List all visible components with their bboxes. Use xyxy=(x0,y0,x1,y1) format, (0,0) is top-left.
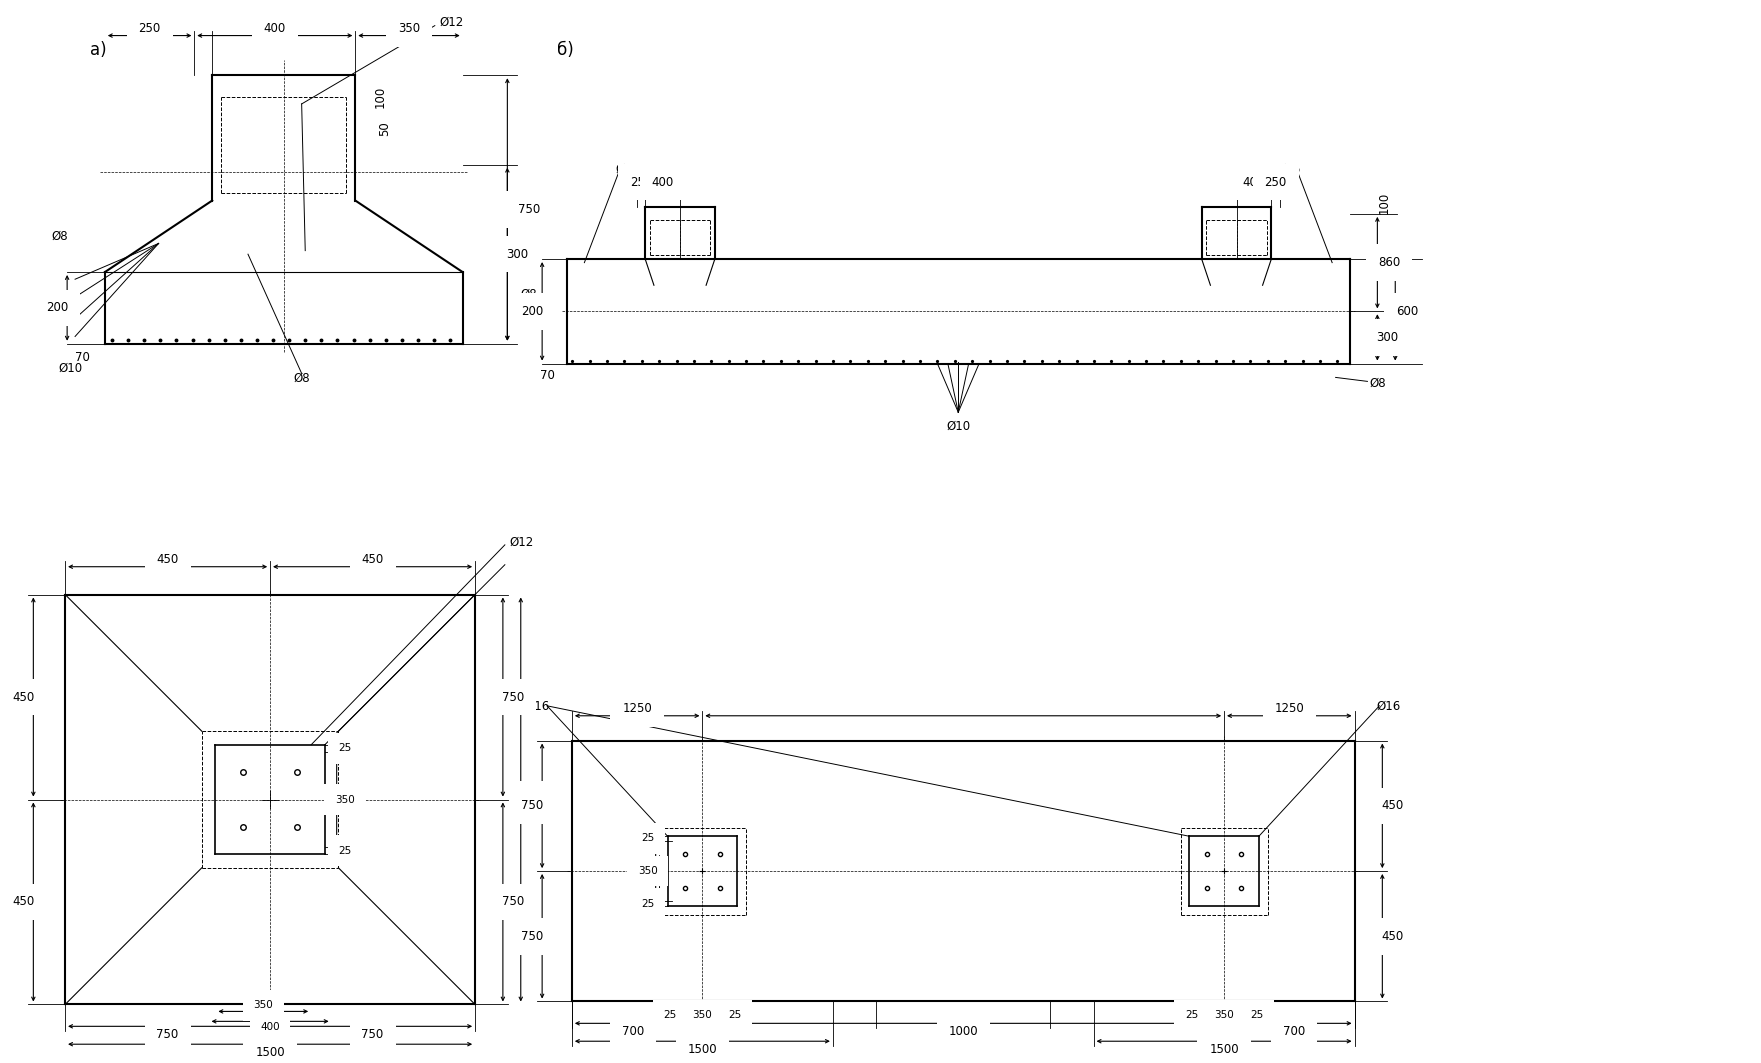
Text: 200: 200 xyxy=(46,301,69,315)
Text: 450: 450 xyxy=(12,691,35,704)
Text: Ø16: Ø16 xyxy=(616,163,639,175)
Text: 50: 50 xyxy=(379,121,391,136)
Text: 300: 300 xyxy=(505,248,528,260)
Text: 300: 300 xyxy=(1377,331,1398,344)
Text: 400: 400 xyxy=(1243,175,1264,188)
Text: 25: 25 xyxy=(664,1011,676,1020)
Text: 70: 70 xyxy=(541,369,555,382)
Text: 750: 750 xyxy=(521,799,544,812)
Text: 350: 350 xyxy=(637,866,657,876)
Text: 1250: 1250 xyxy=(1275,703,1305,715)
Text: Ø12: Ø12 xyxy=(511,536,534,549)
Text: 1500: 1500 xyxy=(255,1046,285,1059)
Text: 350: 350 xyxy=(335,794,354,805)
Text: 25: 25 xyxy=(1185,1011,1197,1020)
Text: 750: 750 xyxy=(518,203,541,216)
Text: 1500: 1500 xyxy=(1210,1043,1240,1056)
Text: Ø16: Ø16 xyxy=(1277,163,1301,175)
Text: 25: 25 xyxy=(338,846,350,856)
Text: 450: 450 xyxy=(1381,799,1404,812)
Text: 1000: 1000 xyxy=(949,1025,977,1037)
Text: 450: 450 xyxy=(361,553,384,567)
Text: 25: 25 xyxy=(729,1011,741,1020)
Text: 1500: 1500 xyxy=(687,1043,717,1056)
Text: 750: 750 xyxy=(521,930,544,943)
Text: Ø12: Ø12 xyxy=(440,16,465,29)
Text: 750: 750 xyxy=(502,895,525,909)
Text: Ø8: Ø8 xyxy=(51,230,69,242)
Text: Ø16: Ø16 xyxy=(527,699,549,712)
Text: 750: 750 xyxy=(361,1028,384,1041)
Text: Ø10: Ø10 xyxy=(58,362,83,375)
Text: 25: 25 xyxy=(641,833,655,843)
Text: Ø8: Ø8 xyxy=(294,372,310,385)
Text: Ø8: Ø8 xyxy=(521,287,537,301)
Text: 350: 350 xyxy=(1213,1011,1234,1020)
Text: 350: 350 xyxy=(398,22,421,35)
Text: 250: 250 xyxy=(1264,175,1287,188)
Text: 25: 25 xyxy=(641,898,655,909)
Text: 450: 450 xyxy=(12,895,35,909)
Text: Ø10: Ø10 xyxy=(946,420,970,433)
Text: 25: 25 xyxy=(338,743,350,754)
Text: 25: 25 xyxy=(1250,1011,1263,1020)
Text: 100: 100 xyxy=(1377,191,1391,214)
Text: 750: 750 xyxy=(157,1028,180,1041)
Text: 600: 600 xyxy=(1396,305,1418,318)
Text: 200: 200 xyxy=(521,305,544,318)
Text: 450: 450 xyxy=(157,553,180,567)
Text: Ø16: Ø16 xyxy=(1377,699,1400,712)
Text: 400: 400 xyxy=(264,22,285,35)
Text: 70: 70 xyxy=(76,351,90,364)
Text: 450: 450 xyxy=(1381,930,1404,943)
Text: 1250: 1250 xyxy=(622,703,652,715)
Text: 350: 350 xyxy=(692,1011,711,1020)
Text: 250: 250 xyxy=(139,22,160,35)
Text: 700: 700 xyxy=(1282,1025,1305,1037)
Text: 750: 750 xyxy=(502,691,525,704)
Text: 700: 700 xyxy=(622,1025,645,1037)
Text: Ø8: Ø8 xyxy=(1370,377,1386,390)
Text: 400: 400 xyxy=(261,1023,280,1032)
Text: 860: 860 xyxy=(1379,256,1400,269)
Text: 400: 400 xyxy=(652,175,674,188)
Text: 100: 100 xyxy=(373,86,386,108)
Text: 350: 350 xyxy=(254,1000,273,1011)
Text: б): б) xyxy=(556,41,574,60)
Text: а): а) xyxy=(90,41,107,60)
Text: 1500: 1500 xyxy=(523,793,553,806)
Text: 250: 250 xyxy=(630,175,652,188)
